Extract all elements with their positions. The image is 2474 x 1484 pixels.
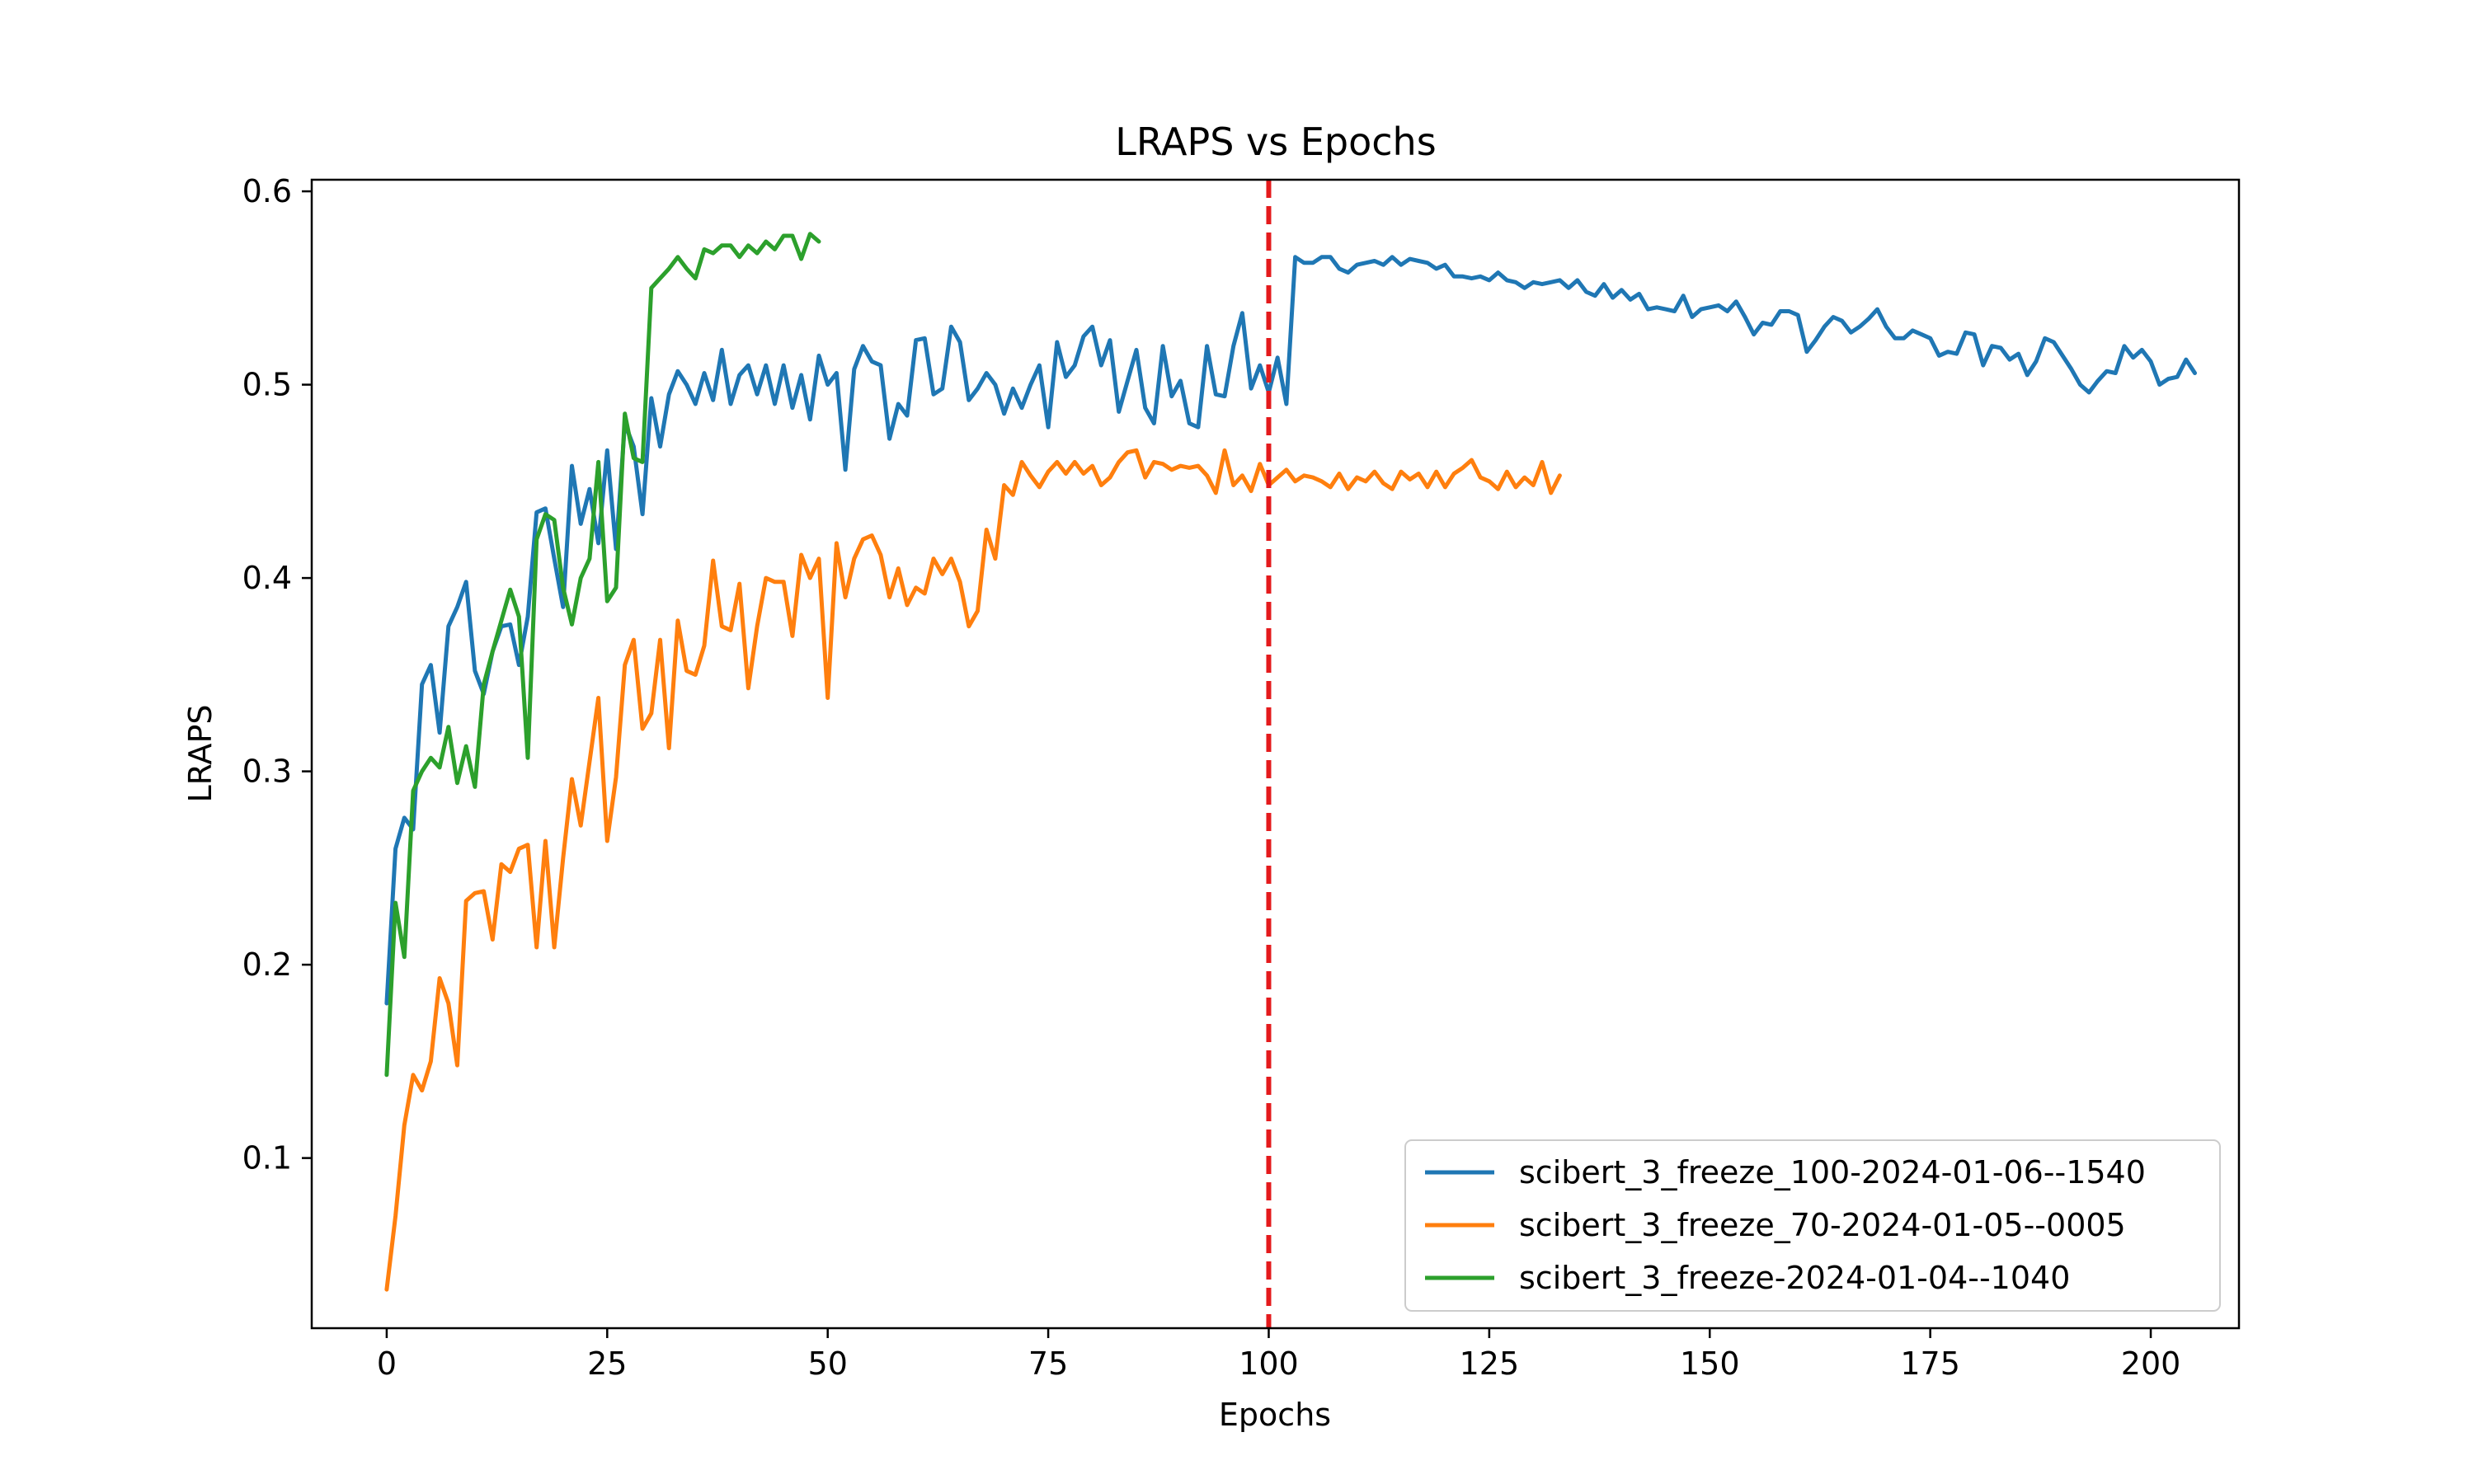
y-tick-label: 0.6 xyxy=(242,173,292,209)
series-line-2 xyxy=(384,448,1562,1292)
y-tick-label: 0.2 xyxy=(242,946,292,983)
x-tick-label: 0 xyxy=(377,1345,397,1382)
y-tick-label: 0.4 xyxy=(242,560,292,596)
y-tick-label: 0.3 xyxy=(242,754,292,790)
x-tick-label: 125 xyxy=(1460,1345,1520,1382)
y-axis-label: LRAPS xyxy=(182,704,219,802)
plot-frame xyxy=(310,178,2241,1330)
chart-title: LRAPS vs Epochs xyxy=(1115,120,1436,164)
x-axis-label: Epochs xyxy=(1219,1397,1331,1433)
x-tick-label: 75 xyxy=(1028,1345,1068,1382)
y-axis: 0.1 0.2 0.3 0.4 0.5 0.6 xyxy=(242,173,312,1176)
legend: scibert_3_freeze_100-2024-01-06--1540sci… xyxy=(1404,1139,2221,1312)
y-tick-label: 0.5 xyxy=(242,367,292,403)
x-tick-label: 50 xyxy=(808,1345,848,1382)
x-tick-label: 100 xyxy=(1239,1345,1299,1382)
x-tick-label: 25 xyxy=(587,1345,627,1382)
legend-label: scibert_3_freeze_70-2024-01-05--0005 xyxy=(1519,1207,2126,1243)
series-line-3 xyxy=(384,232,821,1078)
legend-box xyxy=(1404,1139,2221,1312)
series-group xyxy=(384,232,2197,1292)
legend-label: scibert_3_freeze_100-2024-01-06--1540 xyxy=(1519,1154,2146,1190)
x-tick-label: 200 xyxy=(2121,1345,2181,1382)
x-tick-label: 175 xyxy=(1900,1345,1960,1382)
series-line-1 xyxy=(384,255,2197,1006)
legend-entries: scibert_3_freeze_100-2024-01-06--1540sci… xyxy=(1425,1154,2146,1296)
x-tick-label: 150 xyxy=(1680,1345,1740,1382)
y-tick-label: 0.1 xyxy=(242,1140,292,1176)
legend-label: scibert_3_freeze-2024-01-04--1040 xyxy=(1519,1260,2070,1296)
x-axis: 0 25 50 75 100 125 150 175 200 xyxy=(377,1328,2180,1382)
